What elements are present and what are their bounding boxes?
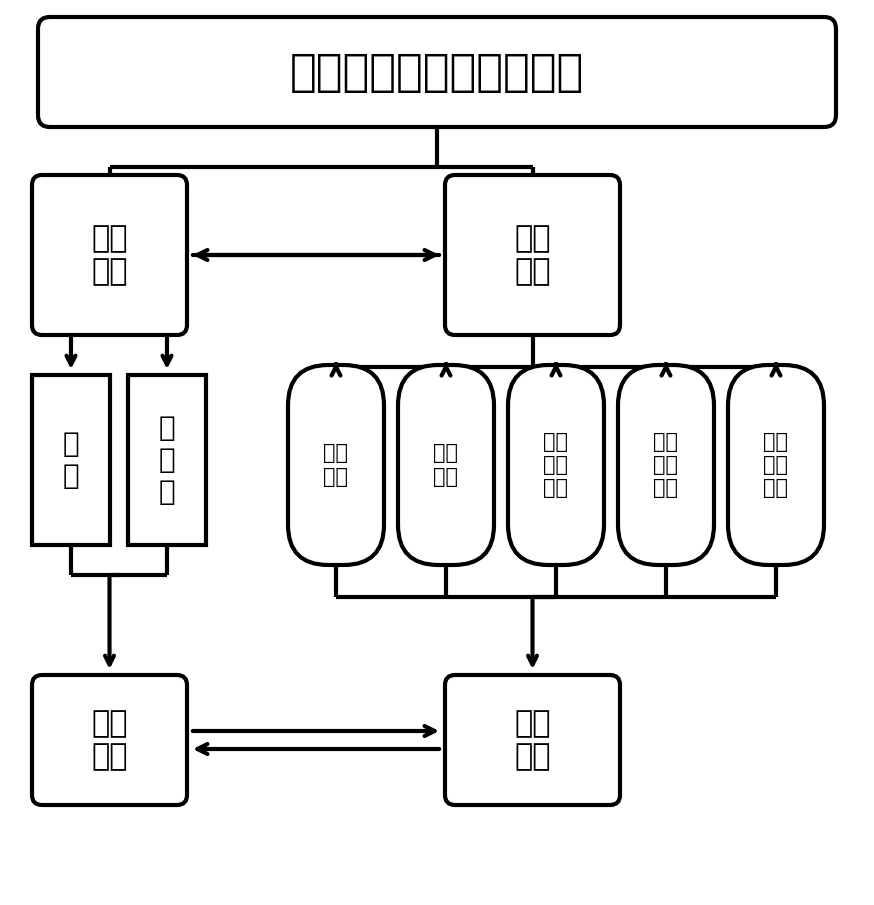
Text: 硬件
系统: 硬件 系统 (514, 224, 551, 286)
FancyBboxPatch shape (398, 365, 494, 565)
FancyBboxPatch shape (618, 365, 714, 565)
FancyBboxPatch shape (445, 175, 620, 335)
FancyBboxPatch shape (32, 675, 187, 805)
Text: 界
面: 界 面 (63, 430, 80, 491)
Text: 数
据
库: 数 据 库 (159, 414, 176, 507)
Text: 电源
模块: 电源 模块 (434, 443, 459, 487)
FancyBboxPatch shape (445, 675, 620, 805)
Bar (128, 375, 206, 545)
Text: 腐蚀
监测: 腐蚀 监测 (514, 709, 551, 771)
FancyBboxPatch shape (508, 365, 604, 565)
FancyBboxPatch shape (32, 175, 187, 335)
Text: 实时
监测
模块: 实时 监测 模块 (764, 432, 788, 498)
FancyBboxPatch shape (728, 365, 824, 565)
FancyBboxPatch shape (38, 17, 836, 127)
Bar (32, 375, 110, 545)
Text: 腐蚀电位无损监检测模块: 腐蚀电位无损监检测模块 (290, 51, 584, 93)
Text: 远程
通讯
模块: 远程 通讯 模块 (544, 432, 568, 498)
Text: 软件
系统: 软件 系统 (91, 224, 128, 286)
Text: 人机
交互: 人机 交互 (91, 709, 128, 771)
Text: 显示
模块: 显示 模块 (323, 443, 349, 487)
Text: 数据
采集
模块: 数据 采集 模块 (654, 432, 678, 498)
FancyBboxPatch shape (288, 365, 384, 565)
